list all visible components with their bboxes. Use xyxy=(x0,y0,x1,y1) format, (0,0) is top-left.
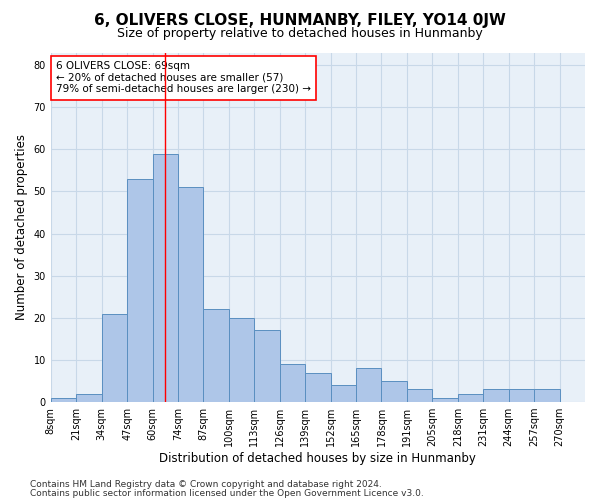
Text: 6 OLIVERS CLOSE: 69sqm
← 20% of detached houses are smaller (57)
79% of semi-det: 6 OLIVERS CLOSE: 69sqm ← 20% of detached… xyxy=(56,61,311,94)
Bar xyxy=(331,385,356,402)
Text: Size of property relative to detached houses in Hunmanby: Size of property relative to detached ho… xyxy=(117,28,483,40)
Bar xyxy=(483,390,509,402)
Bar xyxy=(458,394,483,402)
Text: Contains HM Land Registry data © Crown copyright and database right 2024.: Contains HM Land Registry data © Crown c… xyxy=(30,480,382,489)
Bar xyxy=(152,154,178,402)
Bar xyxy=(51,398,76,402)
Bar xyxy=(229,318,254,402)
Bar xyxy=(382,381,407,402)
Bar xyxy=(534,390,560,402)
Bar xyxy=(356,368,382,402)
Y-axis label: Number of detached properties: Number of detached properties xyxy=(15,134,28,320)
Bar xyxy=(203,310,229,402)
Bar xyxy=(101,314,127,402)
Bar xyxy=(127,179,152,402)
X-axis label: Distribution of detached houses by size in Hunmanby: Distribution of detached houses by size … xyxy=(160,452,476,465)
Bar xyxy=(407,390,433,402)
Bar xyxy=(433,398,458,402)
Bar xyxy=(178,188,203,402)
Bar xyxy=(305,372,331,402)
Bar xyxy=(254,330,280,402)
Bar xyxy=(280,364,305,402)
Text: Contains public sector information licensed under the Open Government Licence v3: Contains public sector information licen… xyxy=(30,488,424,498)
Bar xyxy=(76,394,101,402)
Bar xyxy=(509,390,534,402)
Text: 6, OLIVERS CLOSE, HUNMANBY, FILEY, YO14 0JW: 6, OLIVERS CLOSE, HUNMANBY, FILEY, YO14 … xyxy=(94,12,506,28)
